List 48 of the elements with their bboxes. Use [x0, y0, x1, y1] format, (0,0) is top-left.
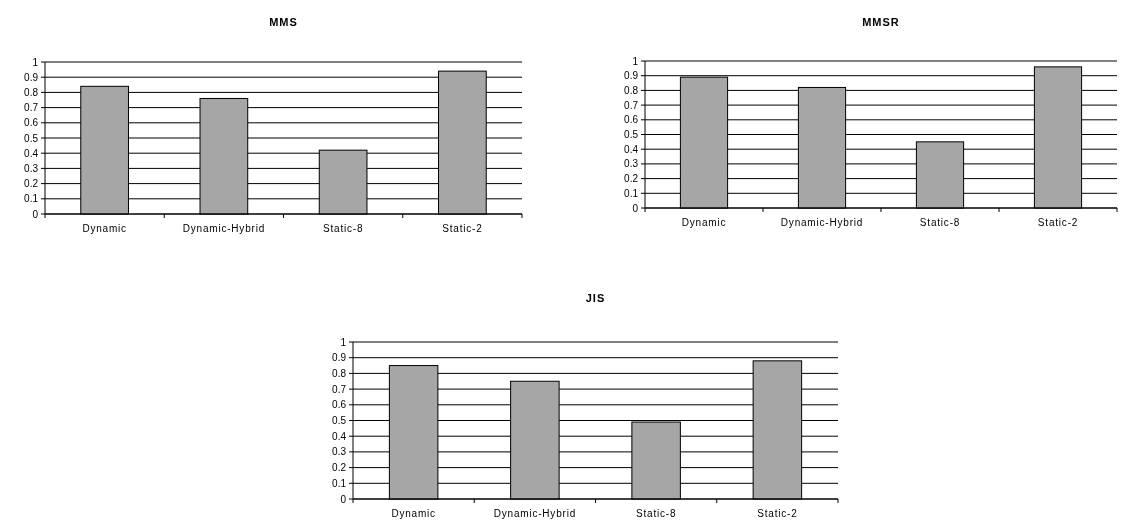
y-tick-label: 0.4 — [332, 430, 347, 442]
y-tick-label: 0.5 — [624, 129, 639, 140]
y-tick-label: 0.2 — [332, 462, 347, 474]
y-tick-label: 0.6 — [24, 117, 39, 129]
y-tick-label: 0.3 — [24, 162, 39, 174]
y-tick-label: 0.7 — [24, 102, 39, 114]
x-tick-label: Dynamic — [82, 223, 127, 234]
chart-title: JIS — [585, 292, 606, 304]
y-tick-label: 1 — [340, 336, 347, 348]
y-tick-label: 0.2 — [624, 173, 639, 185]
y-tick-label: 0.4 — [624, 143, 639, 155]
y-tick-label: 0 — [340, 493, 347, 505]
y-tick-label: 0.1 — [332, 477, 347, 489]
y-tick-label: 1 — [632, 55, 639, 67]
y-tick-label: 0.6 — [624, 114, 639, 126]
x-tick-label: Dynamic-Hybrid — [780, 217, 864, 228]
x-tick-label: Static-2 — [442, 223, 483, 234]
y-tick-label: 0.9 — [332, 352, 347, 364]
y-tick-label: 0.3 — [332, 446, 347, 458]
x-tick-label: Dynamic-Hybrid — [493, 508, 577, 519]
x-tick-label: Static-8 — [635, 508, 677, 519]
y-tick-label: 1 — [32, 56, 39, 68]
y-tick-label: 0.7 — [332, 383, 347, 395]
y-tick-label: 0.8 — [624, 84, 639, 96]
x-tick-label: Static-8 — [919, 217, 961, 228]
y-tick-label: 0.2 — [24, 178, 39, 190]
chart-title: MMS — [269, 16, 298, 28]
x-tick-label: Static-2 — [757, 508, 798, 519]
y-tick-label: 0.1 — [624, 187, 639, 199]
chart-title: MMSR — [862, 16, 900, 28]
y-tick-label: 0 — [32, 208, 39, 220]
y-tick-label: 0.6 — [332, 399, 347, 411]
y-tick-label: 0.7 — [624, 99, 639, 111]
y-tick-label: 0 — [632, 202, 639, 214]
y-tick-label: 0.3 — [624, 158, 639, 170]
y-tick-label: 0.1 — [24, 193, 39, 205]
y-tick-label: 0.4 — [24, 147, 39, 159]
x-tick-label: Dynamic — [681, 217, 727, 228]
x-tick-label: Dynamic — [391, 508, 436, 519]
x-tick-label: Static-8 — [322, 223, 364, 234]
y-tick-label: 0.8 — [24, 86, 39, 98]
y-tick-label: 0.8 — [332, 367, 347, 379]
y-tick-label: 0.5 — [332, 415, 347, 426]
x-tick-label: Static-2 — [1037, 217, 1079, 228]
x-tick-label: Dynamic-Hybrid — [182, 223, 266, 234]
y-tick-label: 0.9 — [24, 71, 39, 83]
y-tick-label: 0.5 — [24, 132, 39, 144]
y-tick-label: 0.9 — [624, 70, 639, 82]
